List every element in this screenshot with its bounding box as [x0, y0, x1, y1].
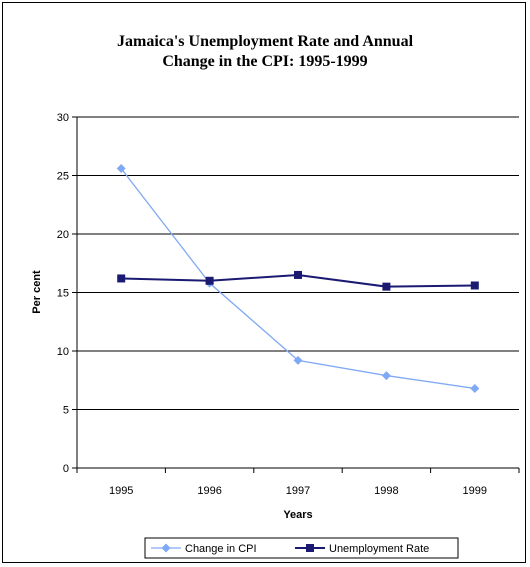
axes: [72, 116, 520, 473]
x-tick-label: 1996: [197, 485, 221, 497]
data-point: [116, 163, 126, 173]
chart-frame: [2, 2, 526, 563]
data-point: [117, 274, 126, 283]
y-tick-labels: 0 5 10 15 20 25 30: [57, 112, 69, 475]
legend-label: Change in CPI: [185, 543, 257, 555]
y-axis-label: Per cent: [31, 270, 43, 314]
x-axis-label: Years: [283, 509, 312, 521]
x-tick-labels: 1995 1996 1997 1998 1999: [109, 485, 487, 497]
x-tick-label: 1995: [109, 485, 133, 497]
x-tick-label: 1997: [286, 485, 310, 497]
data-point: [382, 282, 391, 291]
y-tick-label: 0: [63, 463, 69, 475]
y-tick-label: 5: [63, 405, 69, 417]
x-tick-label: 1998: [374, 485, 398, 497]
chart-title-line1: Jamaica's Unemployment Rate and Annual: [116, 33, 414, 50]
data-point: [205, 276, 214, 285]
legend-marker: [161, 543, 171, 553]
legend-marker: [306, 544, 314, 552]
series-0: [116, 163, 480, 393]
x-tick-label: 1999: [463, 485, 487, 497]
data-point: [294, 270, 302, 279]
y-tick-label: 25: [57, 171, 69, 183]
gridlines: [77, 116, 519, 410]
data-point: [470, 383, 480, 393]
legend: Change in CPI Unemployment Rate: [144, 537, 459, 559]
legend-label: Unemployment Rate: [329, 543, 429, 555]
series-1: [117, 270, 479, 291]
y-tick-label: 10: [57, 346, 69, 358]
data-point: [293, 355, 303, 365]
series-lines: [116, 163, 480, 393]
y-tick-label: 20: [57, 229, 69, 241]
y-tick-label: 30: [57, 112, 69, 124]
data-point: [381, 371, 391, 381]
chart-title-line2: Change in the CPI: 1995-1999: [162, 53, 368, 70]
y-tick-label: 15: [57, 288, 69, 300]
data-point: [470, 281, 479, 290]
